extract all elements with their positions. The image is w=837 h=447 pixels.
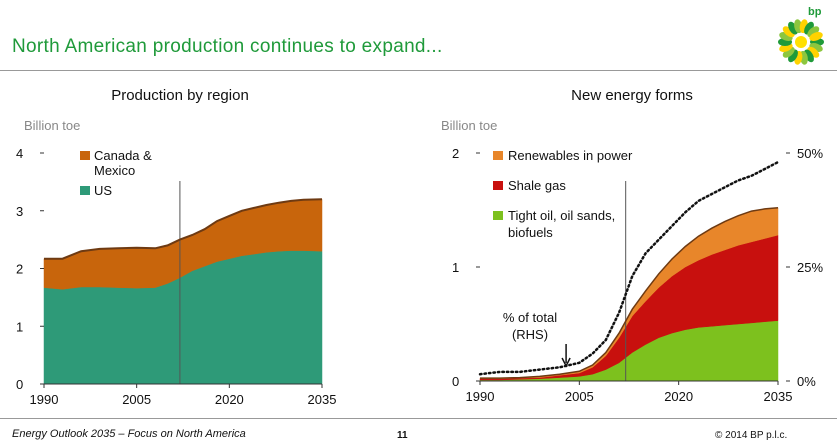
- left-x-ticks: 1990 2005 2020 2035: [30, 384, 337, 407]
- bp-logo-petal: [807, 26, 820, 38]
- left-chart-ylabel: Billion toe: [24, 118, 80, 133]
- y-tick-label: 2: [452, 146, 459, 161]
- area-top-edge: [44, 198, 323, 260]
- x-tick-label: 2020: [664, 389, 693, 404]
- x-tick-label: 1990: [466, 389, 495, 404]
- footer-page-number: 11: [397, 430, 408, 441]
- y-tick-label: 3: [16, 204, 23, 219]
- legend-label-canada-mexico-line2: Mexico: [94, 163, 135, 178]
- legend-label-us: US: [94, 183, 112, 198]
- left-plot-area: [43, 181, 323, 385]
- legend-swatch-us: [80, 186, 90, 195]
- y-tick-label: 1: [16, 319, 23, 334]
- legend-swatch-renewables: [493, 151, 503, 160]
- left-y-ticks: 0 1 2 3 4: [16, 146, 44, 392]
- legend-label-renewables: Renewables in power: [508, 148, 633, 163]
- right-chart-title: New energy forms: [571, 87, 693, 104]
- legend-label-canada-mexico: Canada &: [94, 148, 152, 163]
- arrow-head: [561, 357, 571, 368]
- left-legend: Canada & Mexico US: [80, 148, 152, 198]
- y-tick-label: 0: [16, 377, 23, 392]
- x-tick-label: 2035: [308, 392, 337, 407]
- x-tick-label: 2005: [565, 389, 594, 404]
- left-chart-title: Production by region: [111, 87, 249, 104]
- bp-helios-logo-icon: [778, 19, 824, 65]
- y2-tick-label: 50%: [797, 146, 823, 161]
- y-tick-label: 2: [16, 262, 23, 277]
- legend-label-tight-oil-line2: biofuels: [508, 225, 553, 240]
- annotation-line2: (RHS): [512, 327, 548, 342]
- right-chart-ylabel: Billion toe: [441, 118, 497, 133]
- x-tick-label: 2005: [122, 392, 151, 407]
- slide-title: North American production continues to e…: [12, 36, 443, 57]
- y-tick-label: 0: [452, 374, 459, 389]
- charts-canvas: Production by region Billion toe 0 1 2 3 4 1…: [16, 87, 823, 407]
- x-tick-label: 2020: [215, 392, 244, 407]
- right-legend: Renewables in power Shale gas Tight oil,…: [493, 148, 633, 240]
- x-tick-label: 1990: [30, 392, 59, 407]
- right-chart: New energy forms Billion toe 0 1 2 0% 25% 50…: [441, 87, 823, 404]
- bp-logo-petal: [807, 46, 820, 58]
- area-top-edge: [480, 206, 779, 379]
- x-tick-label: 2035: [764, 389, 793, 404]
- title-divider: [0, 70, 837, 71]
- legend-swatch-canada-mexico: [80, 151, 90, 160]
- right-x-ticks: 1990 2005 2020 2035: [466, 381, 793, 404]
- legend-label-shale-gas: Shale gas: [508, 178, 566, 193]
- bp-logo-text: bp: [808, 6, 822, 18]
- annotation-arrow-icon: [561, 344, 571, 368]
- footer-copyright: © 2014 BP p.l.c.: [715, 430, 788, 441]
- y-tick-label: 4: [16, 146, 23, 161]
- bp-logo-petal: [782, 46, 795, 58]
- right-y-ticks: 0 1 2: [452, 146, 480, 389]
- y2-tick-label: 0%: [797, 374, 816, 389]
- bp-logo-petal: [809, 32, 823, 41]
- right-y2-ticks: 0% 25% 50%: [786, 146, 823, 389]
- legend-label-tight-oil: Tight oil, oil sands,: [508, 208, 615, 223]
- rhs-annotation: % of total (RHS): [503, 310, 571, 368]
- left-chart: Production by region Billion toe 0 1 2 3 4 1…: [16, 87, 336, 407]
- rhs-share-line: [478, 160, 780, 376]
- legend-swatch-tight-oil: [493, 211, 503, 220]
- footer-divider: [0, 418, 837, 419]
- annotation-line1: % of total: [503, 310, 557, 325]
- legend-swatch-shale-gas: [493, 181, 503, 190]
- footer-publication: Energy Outlook 2035 – Focus on North Ame…: [12, 428, 246, 440]
- bp-logo-petal: [782, 26, 795, 38]
- y2-tick-label: 25%: [797, 260, 823, 275]
- y-tick-label: 1: [452, 260, 459, 275]
- right-plot-area: [478, 160, 780, 382]
